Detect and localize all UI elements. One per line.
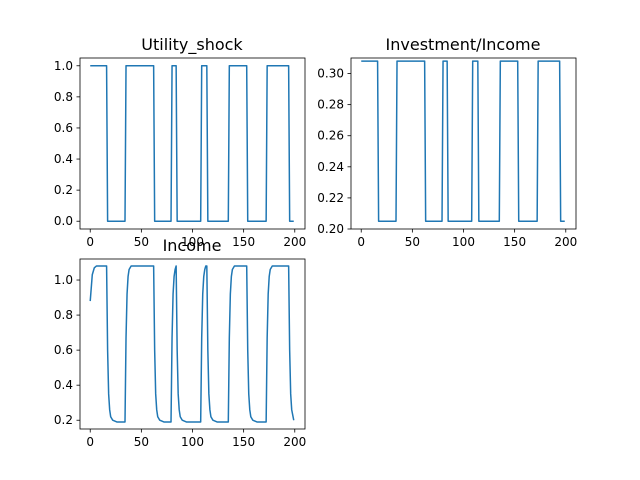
x-tick-label: 50 — [134, 435, 149, 449]
y-tick-label: 0.22 — [317, 191, 344, 205]
chart-title: Investment/Income — [386, 35, 541, 54]
y-tick-label: 0.30 — [317, 67, 344, 81]
x-tick-label: 100 — [181, 235, 204, 249]
chart-utility-shock: 0 50 100 150 200 0.0 0.2 0.4 0.6 0.8 1.0 Utility_sh… — [54, 35, 306, 249]
x-tick-label: 0 — [357, 235, 365, 249]
y-tick-label: 1.0 — [54, 59, 73, 73]
x-tick-label: 100 — [452, 235, 475, 249]
chart-title: Income — [163, 236, 222, 255]
x-tick-label: 150 — [232, 435, 255, 449]
y-tick-label: 0.6 — [54, 343, 73, 357]
x-tick-label: 150 — [232, 235, 255, 249]
x-tick-label: 0 — [86, 435, 94, 449]
chart-title: Utility_shock — [141, 35, 243, 55]
series-line — [89, 265, 295, 423]
x-tick-label: 200 — [283, 235, 306, 249]
x-tick-label: 0 — [86, 235, 94, 249]
y-tick-label: 0.26 — [317, 129, 344, 143]
y-tick-label: 0.28 — [317, 98, 344, 112]
x-tick-label: 50 — [405, 235, 420, 249]
x-tick-label: 50 — [134, 235, 149, 249]
series-line — [90, 65, 294, 222]
y-tick-label: 0.4 — [54, 378, 73, 392]
x-tick-label: 200 — [554, 235, 577, 249]
y-tick-label: 0.4 — [54, 152, 73, 166]
chart-investment-income: 0 50 100 150 200 0.20 0.22 0.24 0.26 0.28 0.30 Inve… — [317, 35, 577, 249]
y-tick-label: 1.0 — [54, 273, 73, 287]
y-tick-label: 0.2 — [54, 413, 73, 427]
y-tick-label: 0.8 — [54, 90, 73, 104]
y-tick-label: 0.8 — [54, 308, 73, 322]
x-tick-label: 150 — [503, 235, 526, 249]
y-tick-label: 0.2 — [54, 183, 73, 197]
series-line — [361, 60, 565, 222]
x-tick-label: 100 — [181, 435, 204, 449]
chart-income: 0 50 100 150 200 0.2 0.4 0.6 0.8 1.0 Income — [54, 236, 306, 449]
y-tick-label: 0.0 — [54, 214, 73, 228]
x-tick-label: 200 — [283, 435, 306, 449]
y-tick-label: 0.24 — [317, 160, 344, 174]
y-tick-label: 0.20 — [317, 222, 344, 236]
y-tick-label: 0.6 — [54, 121, 73, 135]
